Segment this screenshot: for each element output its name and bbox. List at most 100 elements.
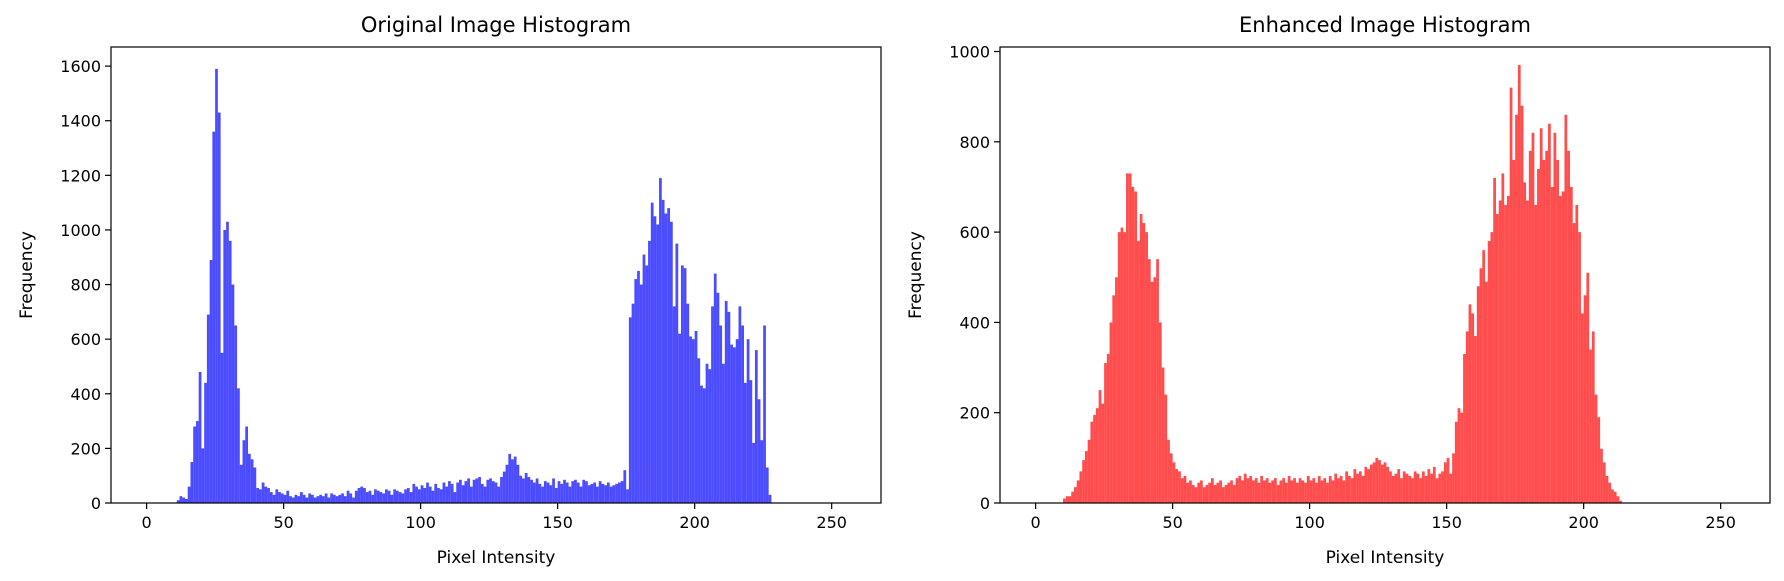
original-bar-180 [639, 284, 643, 503]
enhanced-bar-67 [1219, 480, 1222, 503]
original-bar-46 [272, 494, 276, 503]
original-bar-155 [571, 481, 575, 503]
enhanced-x-axis-label: Pixel Intensity [1326, 548, 1445, 568]
original-bar-108 [442, 482, 446, 503]
original-bar-22 [206, 314, 210, 503]
original-bar-47 [275, 489, 279, 503]
enhanced-bar-127 [1383, 462, 1387, 503]
enhanced-bar-62 [1205, 484, 1209, 503]
enhanced-bar-123 [1372, 462, 1376, 503]
enhanced-bar-165 [1487, 241, 1491, 503]
original-bar-90 [393, 489, 396, 503]
original-bar-142 [535, 478, 539, 503]
enhanced-bar-84 [1265, 478, 1269, 503]
original-bar-181 [642, 254, 646, 503]
enhanced-bar-58 [1194, 487, 1198, 503]
enhanced-bar-100 [1309, 480, 1313, 503]
original-bar-37 [248, 453, 251, 503]
original-bar-193 [675, 243, 679, 503]
original-bar-134 [513, 456, 517, 503]
original-bar-114 [459, 479, 462, 503]
original-bar-178 [634, 279, 638, 503]
enhanced-bar-43 [1153, 277, 1157, 503]
original-bar-132 [508, 453, 512, 503]
enhanced-bar-172 [1506, 195, 1510, 504]
original-bar-175 [626, 489, 629, 503]
original-bar-173 [620, 481, 624, 503]
original-bar-221 [752, 442, 755, 503]
enhanced-bar-136 [1408, 475, 1412, 503]
original-bar-14 [184, 498, 188, 503]
enhanced-bar-164 [1485, 281, 1488, 503]
original-bar-58 [305, 497, 309, 503]
original-bar-92 [398, 492, 402, 503]
enhanced-bar-199 [1580, 313, 1584, 503]
original-bar-13 [182, 497, 185, 503]
enhanced-bar-173 [1509, 87, 1513, 503]
original-bar-69 [335, 496, 339, 503]
original-bar-60 [311, 494, 314, 503]
original-bar-226 [765, 467, 769, 503]
enhanced-bar-32 [1123, 232, 1127, 504]
enhanced-bar-196 [1572, 223, 1576, 503]
original-bar-105 [434, 483, 438, 503]
enhanced-bar-115 [1350, 478, 1354, 503]
enhanced-bar-135 [1405, 473, 1409, 503]
original-bar-82 [371, 494, 375, 503]
original-bar-160 [585, 481, 588, 503]
enhanced-bar-204 [1594, 394, 1598, 503]
original-bar-95 [406, 487, 410, 503]
enhanced-bar-61 [1202, 487, 1206, 503]
original-bar-34 [239, 464, 243, 503]
original-bar-27 [220, 352, 224, 503]
original-bar-17 [193, 426, 196, 503]
original-bar-25 [215, 68, 218, 503]
enhanced-bar-148 [1441, 471, 1444, 503]
enhanced-y-axis-label: Frequency [906, 231, 926, 319]
enhanced-bar-76 [1243, 473, 1247, 503]
original-bar-56 [300, 492, 303, 503]
original-bar-75 [352, 497, 355, 503]
enhanced-bar-94 [1293, 478, 1296, 503]
enhanced-y-tick-label-800: 800 [959, 133, 990, 152]
original-bar-187 [659, 178, 662, 503]
original-bar-145 [543, 481, 547, 503]
enhanced-bar-179 [1526, 200, 1529, 503]
original-bar-149 [554, 487, 558, 503]
enhanced-bar-178 [1523, 182, 1527, 503]
original-bar-205 [708, 369, 712, 503]
enhanced-bar-186 [1545, 150, 1549, 503]
enhanced-bar-83 [1263, 480, 1266, 503]
original-bar-220 [749, 380, 753, 503]
enhanced-bar-70 [1227, 482, 1231, 503]
enhanced-bar-44 [1156, 259, 1159, 503]
original-bar-185 [653, 216, 657, 504]
enhanced-bar-41 [1147, 259, 1151, 503]
original-bar-201 [697, 358, 701, 503]
original-bar-150 [557, 481, 561, 503]
original-bar-203 [702, 388, 706, 503]
original-bar-36 [245, 426, 249, 503]
enhanced-bar-33 [1126, 173, 1129, 504]
enhanced-bar-57 [1191, 484, 1195, 503]
enhanced-bar-40 [1145, 232, 1148, 504]
enhanced-y-tick-label-1000: 1000 [949, 43, 990, 62]
enhanced-bar-138 [1413, 471, 1417, 503]
enhanced-bar-24 [1101, 403, 1105, 503]
enhanced-bar-21 [1093, 414, 1096, 503]
enhanced-bar-143 [1427, 469, 1431, 503]
original-bar-71 [341, 493, 344, 503]
enhanced-bar-30 [1117, 232, 1121, 504]
original-bar-12 [179, 496, 183, 503]
original-bar-219 [746, 339, 750, 503]
enhanced-axes-frame [999, 46, 1771, 504]
original-bar-164 [596, 486, 599, 503]
original-bar-159 [582, 479, 586, 503]
original-x-axis-label: Pixel Intensity [437, 548, 556, 568]
enhanced-bar-48 [1167, 439, 1170, 503]
enhanced-bar-52 [1178, 471, 1181, 503]
original-bar-179 [637, 270, 640, 503]
enhanced-bar-25 [1104, 363, 1107, 503]
original-bar-212 [727, 311, 731, 503]
original-bar-40 [256, 487, 259, 503]
